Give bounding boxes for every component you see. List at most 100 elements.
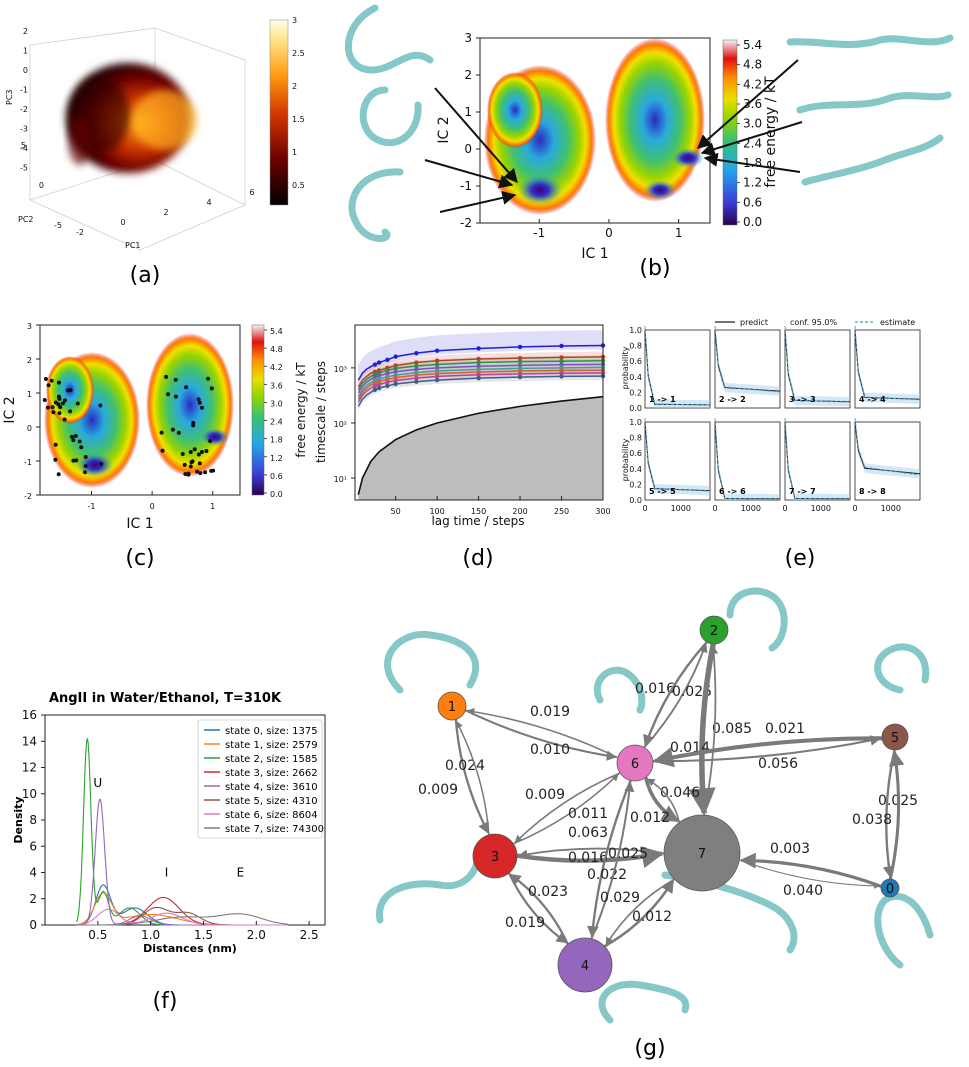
cluster-center-point — [193, 447, 197, 451]
network-edge-label: 0.009 — [525, 787, 565, 803]
panel-b-colorbar-ticks: 5.44.84.23.63.02.41.81.20.60.0 — [737, 38, 762, 229]
ck-y-tick-label: 0.2 — [629, 388, 642, 397]
panel-f-x-tick-label: 1.5 — [194, 928, 213, 942]
panel-b-y-ticks: 3210-1-2 — [460, 31, 480, 230]
cluster-center-point — [210, 386, 214, 390]
panel-a-z-tick-label: -3 — [20, 125, 28, 134]
panel-f-y-tick-label: 4 — [29, 866, 37, 880]
b-colorbar-tick-label: 1.8 — [743, 156, 762, 170]
panel-a-z-tick-label: -5 — [20, 164, 28, 173]
c-colorbar-tick-label: 0.0 — [270, 490, 283, 499]
network-node-0: 0 — [881, 879, 899, 897]
network-edge-label: 0.012 — [632, 909, 672, 925]
ck-x-tick-label: 0 — [712, 504, 717, 513]
panel-d-series-point — [373, 388, 377, 392]
ck-x-tick-label: 1000 — [741, 504, 761, 513]
panel-d-implied-timescales: 50 100 150 200 250 300 10³10²10¹ lag time / s… — [314, 325, 611, 571]
network-edge-label: 0.024 — [445, 758, 485, 774]
ck-subplot-label: 1 -> 1 — [649, 395, 676, 404]
b-y-tick-label: -1 — [460, 179, 472, 193]
cluster-center-point — [209, 469, 213, 473]
panel-label-c: (c) — [125, 546, 154, 571]
network-node-label: 4 — [581, 959, 589, 974]
network-node-label: 7 — [698, 847, 706, 862]
cluster-center-point — [54, 401, 58, 405]
c-x-tick-label: 0 — [150, 502, 155, 511]
network-edge-label: 0.056 — [758, 756, 798, 772]
panel-f-x-tick-label: 2.5 — [300, 928, 319, 942]
ck-subplot-label: 8 -> 8 — [859, 487, 886, 496]
network-edge-label: 0.025 — [608, 846, 648, 862]
cluster-center-point — [189, 450, 193, 454]
ck-subplot-label: 6 -> 6 — [719, 487, 746, 496]
ck-subplot-label: 3 -> 3 — [789, 395, 816, 404]
panel-b-free-energy: -1 0 1 3 2 1 0 -1 -2 IC 1 IC 2 5.4 4.8 4.2 3.6 3.0 2… — [348, 8, 950, 281]
cluster-center-point — [84, 455, 88, 459]
panel-a-z-tick-label: 0 — [23, 66, 28, 75]
panel-d-series-point — [377, 386, 381, 390]
cluster-center-point — [53, 458, 57, 462]
panel-d-series-point — [435, 378, 439, 382]
cluster-center-point — [174, 378, 178, 382]
c-colorbar-tick-label: 4.8 — [270, 345, 283, 354]
panel-f-y-tick-label: 8 — [29, 813, 37, 827]
b-x-tick-label: 0 — [605, 226, 613, 240]
panel-f-ylabel: Density — [12, 796, 25, 843]
ck-subplot: 2 -> 2 — [715, 326, 780, 408]
panel-f-x-tick-label: 1.0 — [141, 928, 160, 942]
panel-f-annotation: U — [93, 776, 102, 790]
b-y-tick-label: -2 — [460, 216, 472, 230]
panel-f-x-tick-label: 0.5 — [88, 928, 107, 942]
cluster-center-point — [197, 397, 201, 401]
panel-a-colorbar-tick-label: 1.5 — [292, 115, 305, 124]
panel-a-colorbar-tick-label: 0.5 — [292, 181, 305, 190]
network-node-label: 2 — [710, 624, 718, 639]
cluster-center-point — [46, 406, 50, 410]
panel-c-colorbar — [252, 325, 264, 495]
ck-y-tick-label: 0.6 — [629, 357, 642, 366]
cluster-center-point — [181, 452, 185, 456]
panel-label-a: (a) — [130, 263, 161, 288]
panel-f-title: AngII in Water/Ethanol, T=310K — [49, 691, 282, 706]
panel-d-series-point — [393, 382, 397, 386]
b-colorbar-tick-label: 4.8 — [743, 58, 762, 72]
b-y-tick-label: 3 — [464, 31, 472, 45]
ck-subplot-label: 7 -> 7 — [789, 487, 816, 496]
c-y-tick-label: -2 — [24, 492, 32, 501]
cluster-center-point — [54, 443, 58, 447]
network-edge-label: 0.011 — [568, 806, 608, 822]
panel-e-ylabel-top: probability — [621, 346, 630, 389]
ck-y-tick-label: 0.6 — [629, 449, 642, 458]
b-colorbar-tick-label: 5.4 — [743, 38, 762, 52]
panel-f-distance-density: AngII in Water/Ethanol, T=310K U I E state… — [12, 691, 325, 1014]
panel-c-y-ticks: 3 2 1 0 -1 -2 — [24, 322, 40, 501]
panel-c-colorbar-ticks: 5.44.84.23.63.02.41.81.20.60.0 — [264, 327, 283, 499]
network-node-label: 6 — [631, 757, 639, 772]
panel-f-y-tick-label: 2 — [29, 892, 37, 906]
network-edge-label: 0.029 — [600, 890, 640, 906]
cluster-center-point — [171, 428, 175, 432]
panel-e-legend-predict: predict — [740, 318, 768, 327]
c-colorbar-tick-label: 0.6 — [270, 472, 283, 481]
cluster-center-point — [71, 459, 75, 463]
panel-f-y-tick-label: 6 — [29, 839, 37, 853]
b-colorbar-tick-label: 1.2 — [743, 176, 762, 190]
panel-label-b: (b) — [639, 256, 670, 281]
b-x-tick-label: 1 — [675, 226, 683, 240]
panel-f-y-tick-label: 0 — [29, 918, 37, 932]
panel-f-legend-entry: state 1, size: 2579 — [225, 740, 318, 751]
cluster-center-point — [50, 379, 54, 383]
panel-a-colorbar-tick-label: 3 — [292, 16, 297, 25]
c-colorbar-tick-label: 3.6 — [270, 381, 283, 390]
cluster-center-point — [166, 392, 170, 396]
network-node-3: 3 — [473, 834, 517, 878]
network-edge — [456, 719, 489, 832]
network-edge-label: 0.022 — [587, 867, 627, 883]
panel-a-cloud — [66, 63, 197, 173]
panel-a-zlabel: PC3 — [5, 90, 14, 106]
panel-d-series-point — [476, 376, 480, 380]
panel-label-f: (f) — [153, 989, 178, 1014]
panel-e-ylabel-bottom: probability — [621, 438, 630, 481]
ck-subplot: 4 -> 4 — [855, 326, 920, 408]
